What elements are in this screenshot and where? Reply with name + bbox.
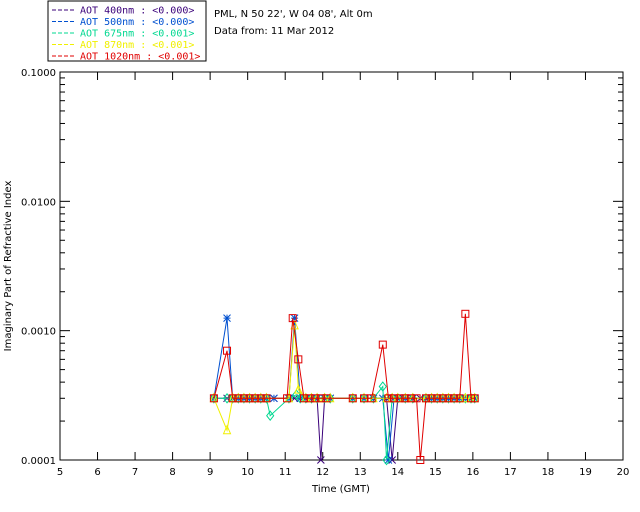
y-tick-label: 0.0001 [21, 456, 56, 467]
point-square [412, 394, 421, 403]
point-square [450, 394, 459, 403]
point-diamond [266, 410, 275, 422]
point-triangle [222, 424, 232, 435]
point-square [322, 394, 331, 403]
point-square [401, 394, 410, 403]
point-diamond [388, 392, 397, 404]
point-square [228, 394, 237, 403]
y-tick-label: 0.0100 [21, 197, 56, 208]
point-square [406, 394, 415, 403]
legend-label: AOT 400nm : <0.000> [80, 6, 194, 17]
x-axis-label: Time (GMT) [311, 484, 370, 495]
point-square [311, 394, 320, 403]
point-square [444, 394, 453, 403]
x-axis: 5 6 7 8 9 10 11 12 13 14 15 16 17 18 19 20 [57, 72, 630, 478]
point-square [348, 394, 357, 403]
point-square [209, 394, 218, 403]
point-diamond [284, 392, 294, 404]
y-axis: 0.0001 0.0010 0.0100 0.1000 [21, 68, 623, 467]
point-diamond [378, 381, 387, 392]
point-square [245, 394, 254, 403]
point-star [290, 314, 299, 322]
date-info: Data from: 11 Mar 2012 [214, 26, 334, 37]
station-info: PML, N 50 22', W 04 08', Alt 0m [214, 9, 373, 20]
point-diamond [369, 392, 378, 404]
point-square [455, 394, 464, 403]
point-square [433, 394, 442, 403]
point-square [395, 394, 404, 403]
x-tick-label: 14 [391, 467, 404, 478]
point-diamond [348, 392, 357, 404]
point-cross [317, 456, 325, 464]
point-square [262, 394, 271, 403]
point-diamond [408, 392, 417, 404]
point-square [360, 394, 369, 403]
point-square [283, 394, 292, 403]
y-axis-label: Imaginary Part of Refractive Index [3, 181, 14, 352]
point-square [427, 394, 436, 403]
point-square [378, 340, 387, 349]
x-tick-label: 17 [504, 467, 517, 478]
point-square [305, 394, 314, 403]
x-tick-label: 10 [241, 467, 254, 478]
x-tick-label: 6 [94, 467, 100, 478]
point-cross [388, 456, 397, 464]
y-tick-label: 0.1000 [21, 68, 56, 79]
x-tick-label: 9 [207, 467, 213, 478]
x-tick-label: 12 [316, 467, 329, 478]
point-diamond [359, 392, 369, 404]
point-square [367, 394, 376, 403]
x-tick-label: 11 [279, 467, 292, 478]
legend-box [47, 0, 207, 62]
legend-label: AOT 1020nm : <0.001> [80, 52, 200, 63]
plot-area [209, 309, 480, 466]
point-square [234, 394, 243, 403]
point-square [256, 394, 265, 403]
x-tick-label: 19 [579, 467, 592, 478]
point-diamond [382, 454, 391, 466]
point-square [470, 394, 479, 403]
point-square [316, 394, 325, 403]
point-diamond [320, 392, 329, 404]
point-square [461, 309, 470, 318]
point-square [416, 456, 425, 464]
point-square [288, 314, 297, 323]
point-square [299, 394, 308, 403]
point-square [239, 394, 248, 403]
point-diamond [307, 392, 316, 404]
x-tick-label: 5 [57, 467, 63, 478]
legend-label: AOT 870nm : <0.001> [80, 40, 194, 51]
point-square [384, 394, 393, 403]
x-tick-label: 18 [542, 467, 555, 478]
point-square [251, 394, 260, 403]
y-tick-label: 0.0010 [21, 327, 56, 338]
legend-label: AOT 500nm : <0.000> [80, 17, 194, 28]
point-square [390, 394, 399, 403]
point-square [294, 355, 303, 364]
point-square [438, 394, 447, 403]
point-diamond [326, 392, 335, 404]
point-star [223, 314, 231, 322]
plot-frame [59, 71, 624, 461]
series-4 [209, 309, 479, 464]
point-diamond [312, 392, 322, 404]
x-tick-label: 13 [354, 467, 367, 478]
point-diamond [296, 392, 305, 404]
point-triangle [294, 383, 303, 394]
legend: AOT 400nm : <0.000>AOT 500nm : <0.000>AO… [47, 0, 207, 63]
x-tick-label: 20 [617, 467, 630, 478]
x-tick-label: 15 [429, 467, 442, 478]
point-star [384, 456, 393, 464]
x-tick-label: 16 [466, 467, 479, 478]
point-square [421, 394, 430, 403]
point-diamond [393, 392, 402, 404]
x-tick-label: 8 [169, 467, 175, 478]
x-tick-label: 7 [132, 467, 138, 478]
point-diamond [209, 392, 219, 404]
legend-label: AOT 675nm : <0.001> [80, 29, 194, 40]
point-square [223, 346, 232, 355]
